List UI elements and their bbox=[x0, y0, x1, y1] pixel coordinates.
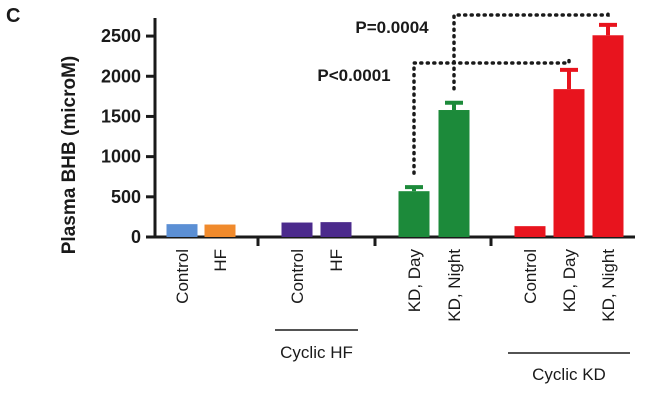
significance-bracket bbox=[452, 9, 610, 91]
bar bbox=[553, 89, 585, 237]
bars bbox=[166, 35, 624, 237]
y-tick-label: 0 bbox=[131, 227, 141, 247]
group-labels: Cyclic HF Cyclic KD bbox=[275, 329, 630, 384]
x-axis bbox=[155, 235, 635, 246]
bar bbox=[438, 110, 470, 237]
p-value-label: P=0.0004 bbox=[355, 18, 429, 37]
category-label: Control bbox=[173, 249, 192, 304]
bar bbox=[592, 35, 624, 237]
panel-label: C bbox=[6, 5, 20, 27]
category-label: Control bbox=[288, 249, 307, 304]
y-tick-label: 2000 bbox=[101, 66, 141, 86]
significance-annotations: P<0.0001 P=0.0004 bbox=[317, 9, 610, 175]
category-label: KD, Day bbox=[560, 249, 579, 313]
p-value-label: P<0.0001 bbox=[317, 66, 390, 85]
bar bbox=[281, 222, 313, 237]
y-axis-label: Plasma BHB (microM) bbox=[59, 56, 80, 255]
category-label: KD, Night bbox=[599, 249, 618, 322]
category-label: HF bbox=[327, 249, 346, 272]
group-label: Cyclic KD bbox=[532, 365, 606, 384]
bar bbox=[166, 224, 198, 237]
y-tick-label: 500 bbox=[111, 187, 141, 207]
bar bbox=[320, 222, 352, 237]
category-label: Control bbox=[521, 249, 540, 304]
category-label: HF bbox=[211, 249, 230, 272]
bar bbox=[204, 224, 236, 237]
bar bbox=[514, 226, 546, 237]
category-labels: Control HF Control HF KD, Day KD, Night Contro… bbox=[173, 249, 618, 322]
bar bbox=[398, 191, 430, 237]
error-bars bbox=[405, 22, 617, 192]
y-tick-label: 2500 bbox=[101, 26, 141, 46]
significance-bracket bbox=[412, 54, 571, 175]
y-tick-label: 1000 bbox=[101, 147, 141, 167]
category-label: KD, Day bbox=[405, 249, 424, 313]
y-axis: 0 500 1000 1500 2000 2500 bbox=[101, 18, 157, 247]
group-label: Cyclic HF bbox=[280, 343, 353, 362]
y-tick-label: 1500 bbox=[101, 106, 141, 126]
category-label: KD, Night bbox=[445, 249, 464, 322]
